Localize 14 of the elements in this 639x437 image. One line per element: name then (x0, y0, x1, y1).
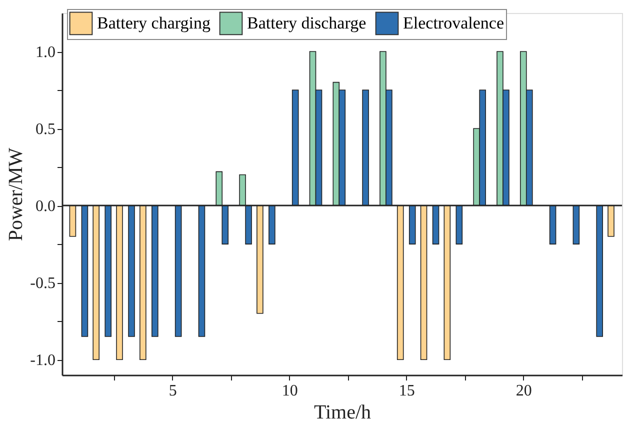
x-tick-label: 15 (398, 382, 415, 400)
y-tick-label: -1.0 (30, 352, 56, 370)
y-tick-label: 1.0 (36, 44, 56, 62)
legend-label: Electrovalence (403, 13, 504, 32)
x-axis-title: Time/h (314, 402, 372, 424)
y-tick-label: 0.5 (36, 121, 56, 138)
y-tick-label: 0.0 (36, 198, 56, 216)
y-axis-title: Power/MW (5, 148, 28, 242)
legend-label: Battery charging (97, 13, 211, 32)
x-tick-label: 5 (168, 382, 177, 400)
legend-label: Battery discharge (247, 13, 366, 32)
y-tick-label: -0.5 (30, 275, 56, 292)
x-tick-label: 10 (282, 382, 298, 400)
x-tick-label: 20 (516, 382, 532, 400)
